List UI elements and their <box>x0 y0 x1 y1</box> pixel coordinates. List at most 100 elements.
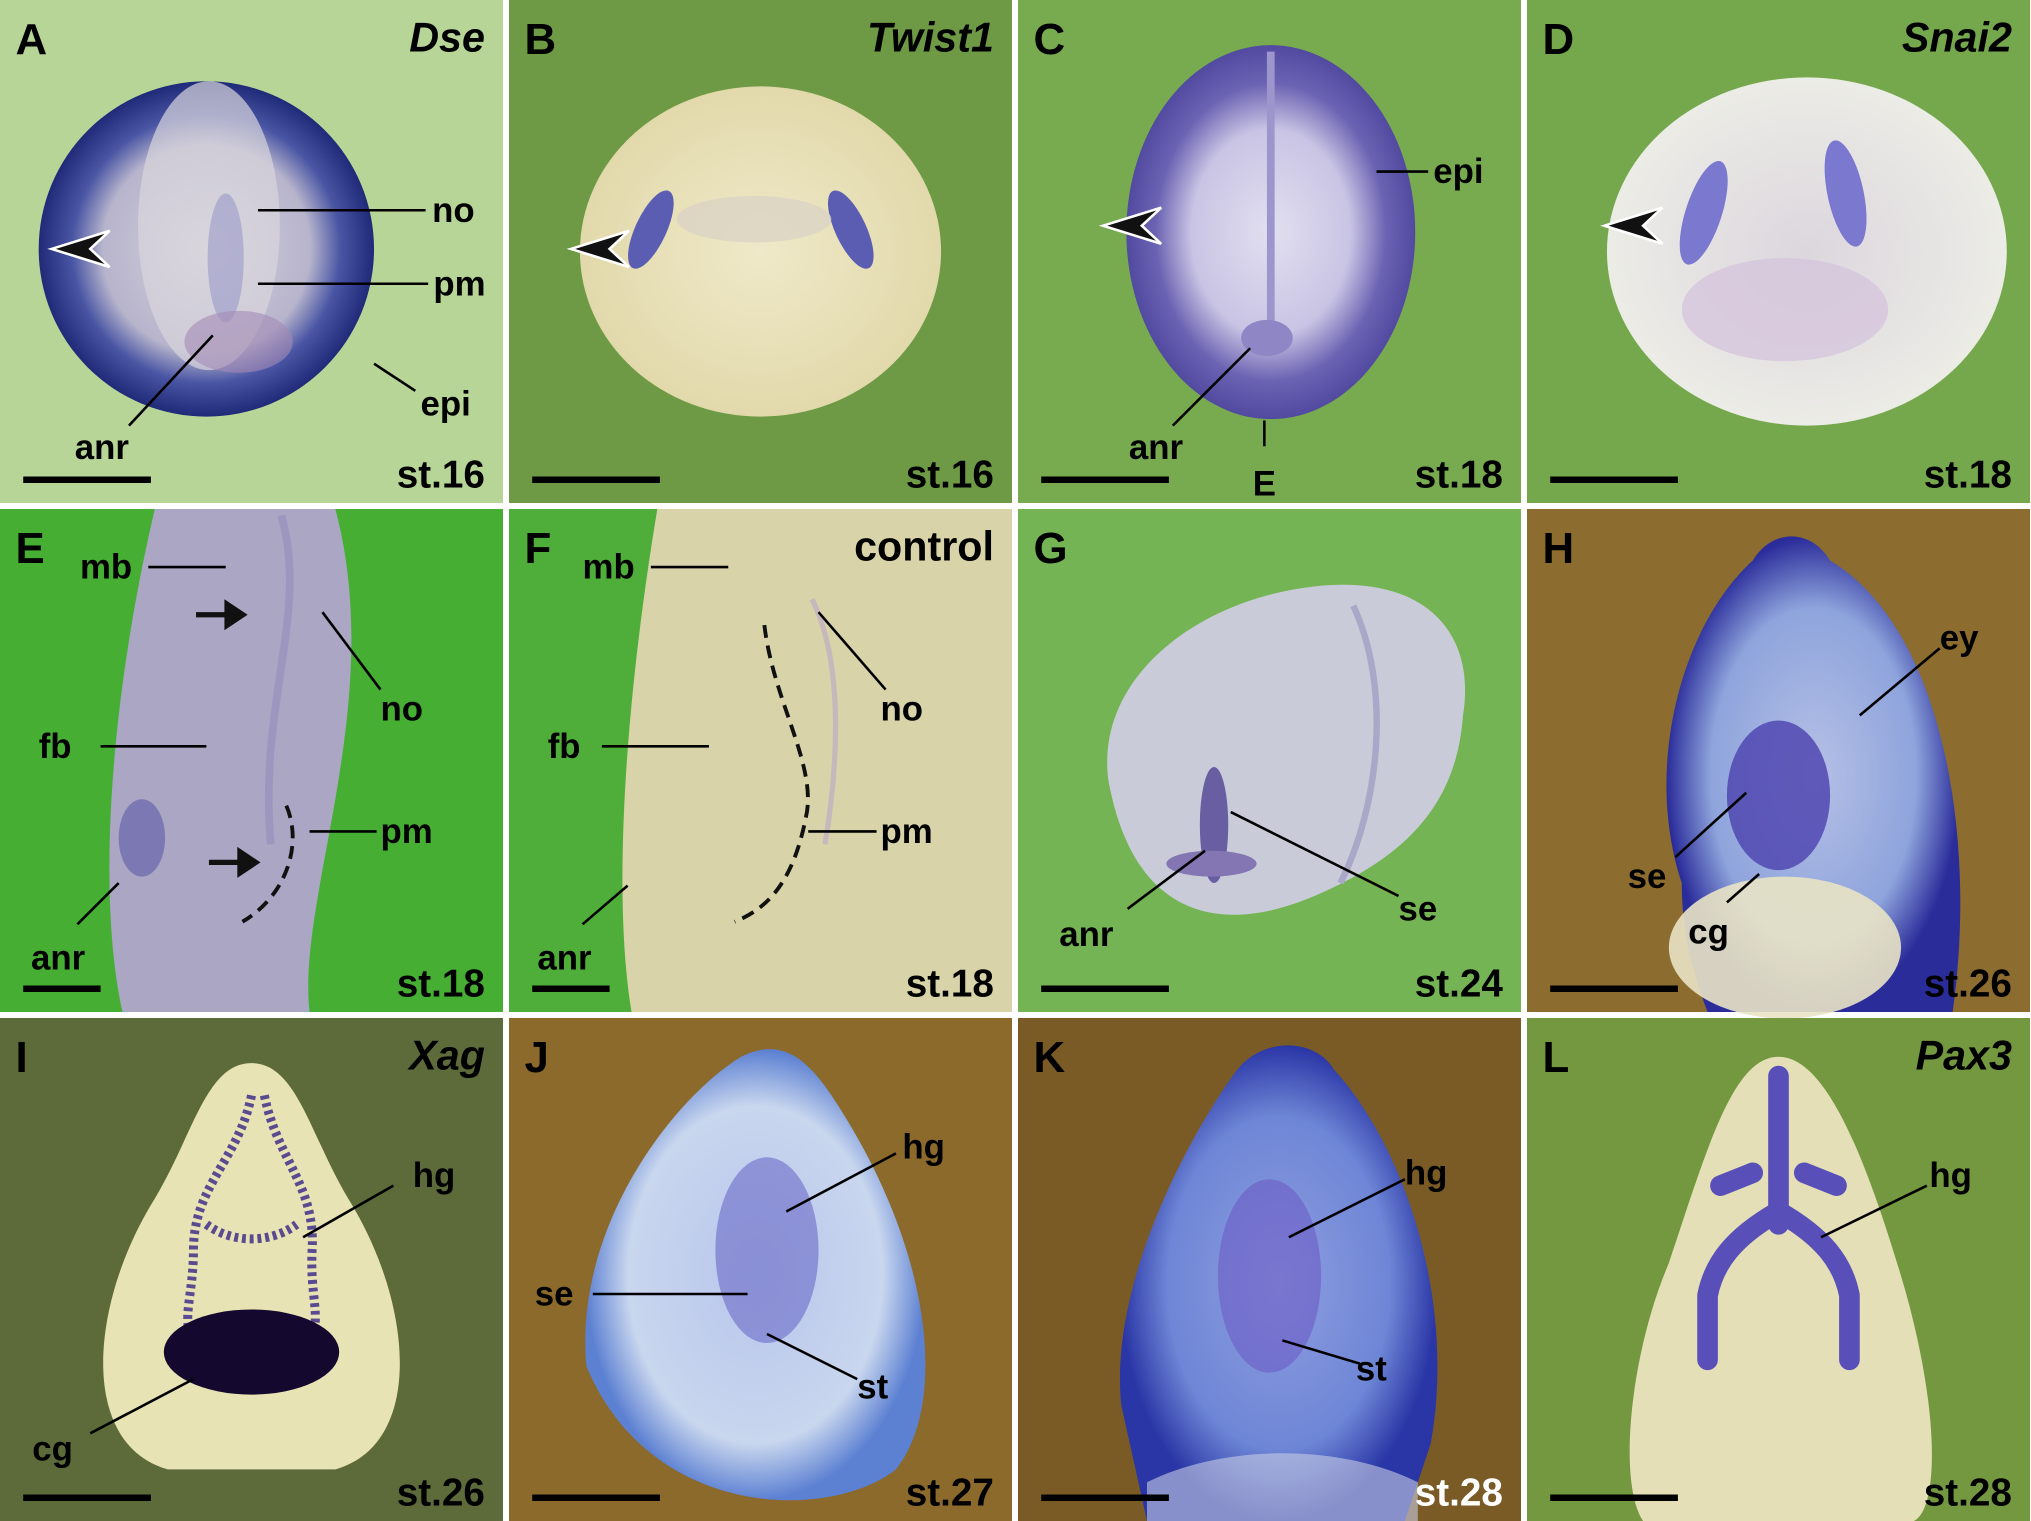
stage-label: st.18 <box>1415 454 1503 497</box>
panel-letter: H <box>1542 524 1574 573</box>
leader-line <box>1820 1184 1928 1239</box>
structure-label: anr <box>537 938 592 977</box>
leader-line <box>128 334 214 427</box>
leader-line <box>1858 647 1941 717</box>
specimen-path <box>809 598 839 845</box>
specimen <box>566 86 942 417</box>
structure-label: fb <box>548 727 581 766</box>
gene-label: Snai2 <box>1902 15 2012 61</box>
gene-label: Xag <box>407 1033 485 1079</box>
specimen-ellipse <box>184 310 293 373</box>
structure-label: st <box>1356 1349 1387 1388</box>
stage-label: st.18 <box>1924 454 2012 497</box>
specimen-ellipse <box>1726 720 1831 871</box>
structure-label: ey <box>1940 619 1979 658</box>
specimen-ellipse <box>118 799 166 877</box>
specimen <box>1107 584 1466 915</box>
specimen-path <box>109 509 352 1012</box>
specimen-ellipse <box>138 81 280 371</box>
structure-label: mb <box>80 548 132 587</box>
stage-label: st.28 <box>1924 1472 2012 1515</box>
specimen <box>1600 77 2007 426</box>
specimen-ellipse <box>1241 319 1293 356</box>
structure-label: no <box>880 690 923 729</box>
specimen-path <box>47 229 111 269</box>
specimen-path <box>566 229 630 269</box>
stage-label: st.26 <box>397 1472 485 1515</box>
structure-label: pm <box>880 812 932 851</box>
specimen-ellipse <box>1668 876 1902 1019</box>
panel-letter: J <box>524 1033 548 1082</box>
leader-line <box>817 611 887 691</box>
specimen-ellipse <box>1681 257 1889 362</box>
specimen-path <box>1697 1065 1860 1371</box>
specimen-path <box>1600 206 1664 245</box>
specimen-path <box>1098 206 1163 245</box>
structure-label: pm <box>380 812 432 851</box>
leader-line <box>1726 873 1761 904</box>
structure-label: anr <box>31 938 86 977</box>
stage-label: st.18 <box>397 963 485 1006</box>
panel: B Twist1 st.16 <box>509 0 1012 504</box>
leader-line <box>1230 810 1400 898</box>
condition-label: control <box>854 524 994 570</box>
structure-label: epi <box>1433 152 1483 191</box>
structure-label: E <box>1253 464 1276 503</box>
structure-label: se <box>1398 889 1437 928</box>
stage-label: st.27 <box>906 1472 994 1515</box>
leader-line <box>581 884 629 926</box>
stage-label: st.26 <box>1924 963 2012 1006</box>
gene-label: Twist1 <box>867 15 994 61</box>
structure-label: se <box>535 1275 574 1314</box>
structure-label: fb <box>39 727 72 766</box>
specimen-path <box>1146 1453 1418 1521</box>
structure-label: no <box>432 191 475 230</box>
panel: Jst.27 hg se st <box>509 1018 1012 1521</box>
specimen <box>1666 536 1961 1019</box>
structure-label: cg <box>1688 913 1729 952</box>
structure-label: pm <box>433 264 485 303</box>
leader-line <box>1126 849 1206 910</box>
specimen-ellipse <box>676 196 832 243</box>
leader-line <box>76 882 120 926</box>
panel: D Snai2 st.18 <box>1527 0 2030 504</box>
panel-letter: L <box>1542 1033 1569 1082</box>
structure-label: anr <box>1059 915 1114 954</box>
panel: L Pax3 st.28 hg <box>1527 1018 2030 1521</box>
panel-letter: D <box>1542 15 1574 64</box>
stage-label: st.16 <box>397 454 485 497</box>
specimen-ellipse <box>1606 77 2007 426</box>
stage-label: st.28 <box>1415 1472 1503 1515</box>
specimen-path <box>183 1094 320 1343</box>
structure-label: hg <box>902 1128 945 1167</box>
structure-label: mb <box>583 548 635 587</box>
leader-line <box>785 1152 897 1213</box>
specimen-ellipse <box>163 1309 340 1395</box>
stage-label: st.18 <box>906 963 994 1006</box>
specimen-ellipse <box>827 190 874 269</box>
panel: Est.18 mb no fb pm anr <box>0 509 504 1012</box>
specimen-ellipse <box>207 193 244 323</box>
structure-label: anr <box>1129 428 1184 467</box>
specimen-ellipse <box>1824 140 1867 247</box>
gene-label: Pax3 <box>1916 1033 2012 1079</box>
structure-label: se <box>1628 857 1667 896</box>
structure-label: epi <box>420 384 470 423</box>
panel-letter: K <box>1033 1033 1065 1082</box>
structure-label: st <box>857 1367 888 1406</box>
leader-line <box>373 362 417 392</box>
leader-line <box>1171 347 1252 427</box>
specimen-ellipse <box>1679 160 1728 265</box>
leader-line <box>302 1184 395 1239</box>
specimen <box>109 509 352 1012</box>
specimen-ellipse <box>715 1157 819 1344</box>
specimen-path <box>622 509 1012 1012</box>
structure-label: anr <box>75 428 130 467</box>
leader-line <box>766 1332 858 1381</box>
specimen <box>103 1063 400 1470</box>
specimen-ellipse <box>1217 1179 1322 1373</box>
structure-label: hg <box>413 1156 456 1195</box>
stage-label: st.24 <box>1415 963 1504 1006</box>
